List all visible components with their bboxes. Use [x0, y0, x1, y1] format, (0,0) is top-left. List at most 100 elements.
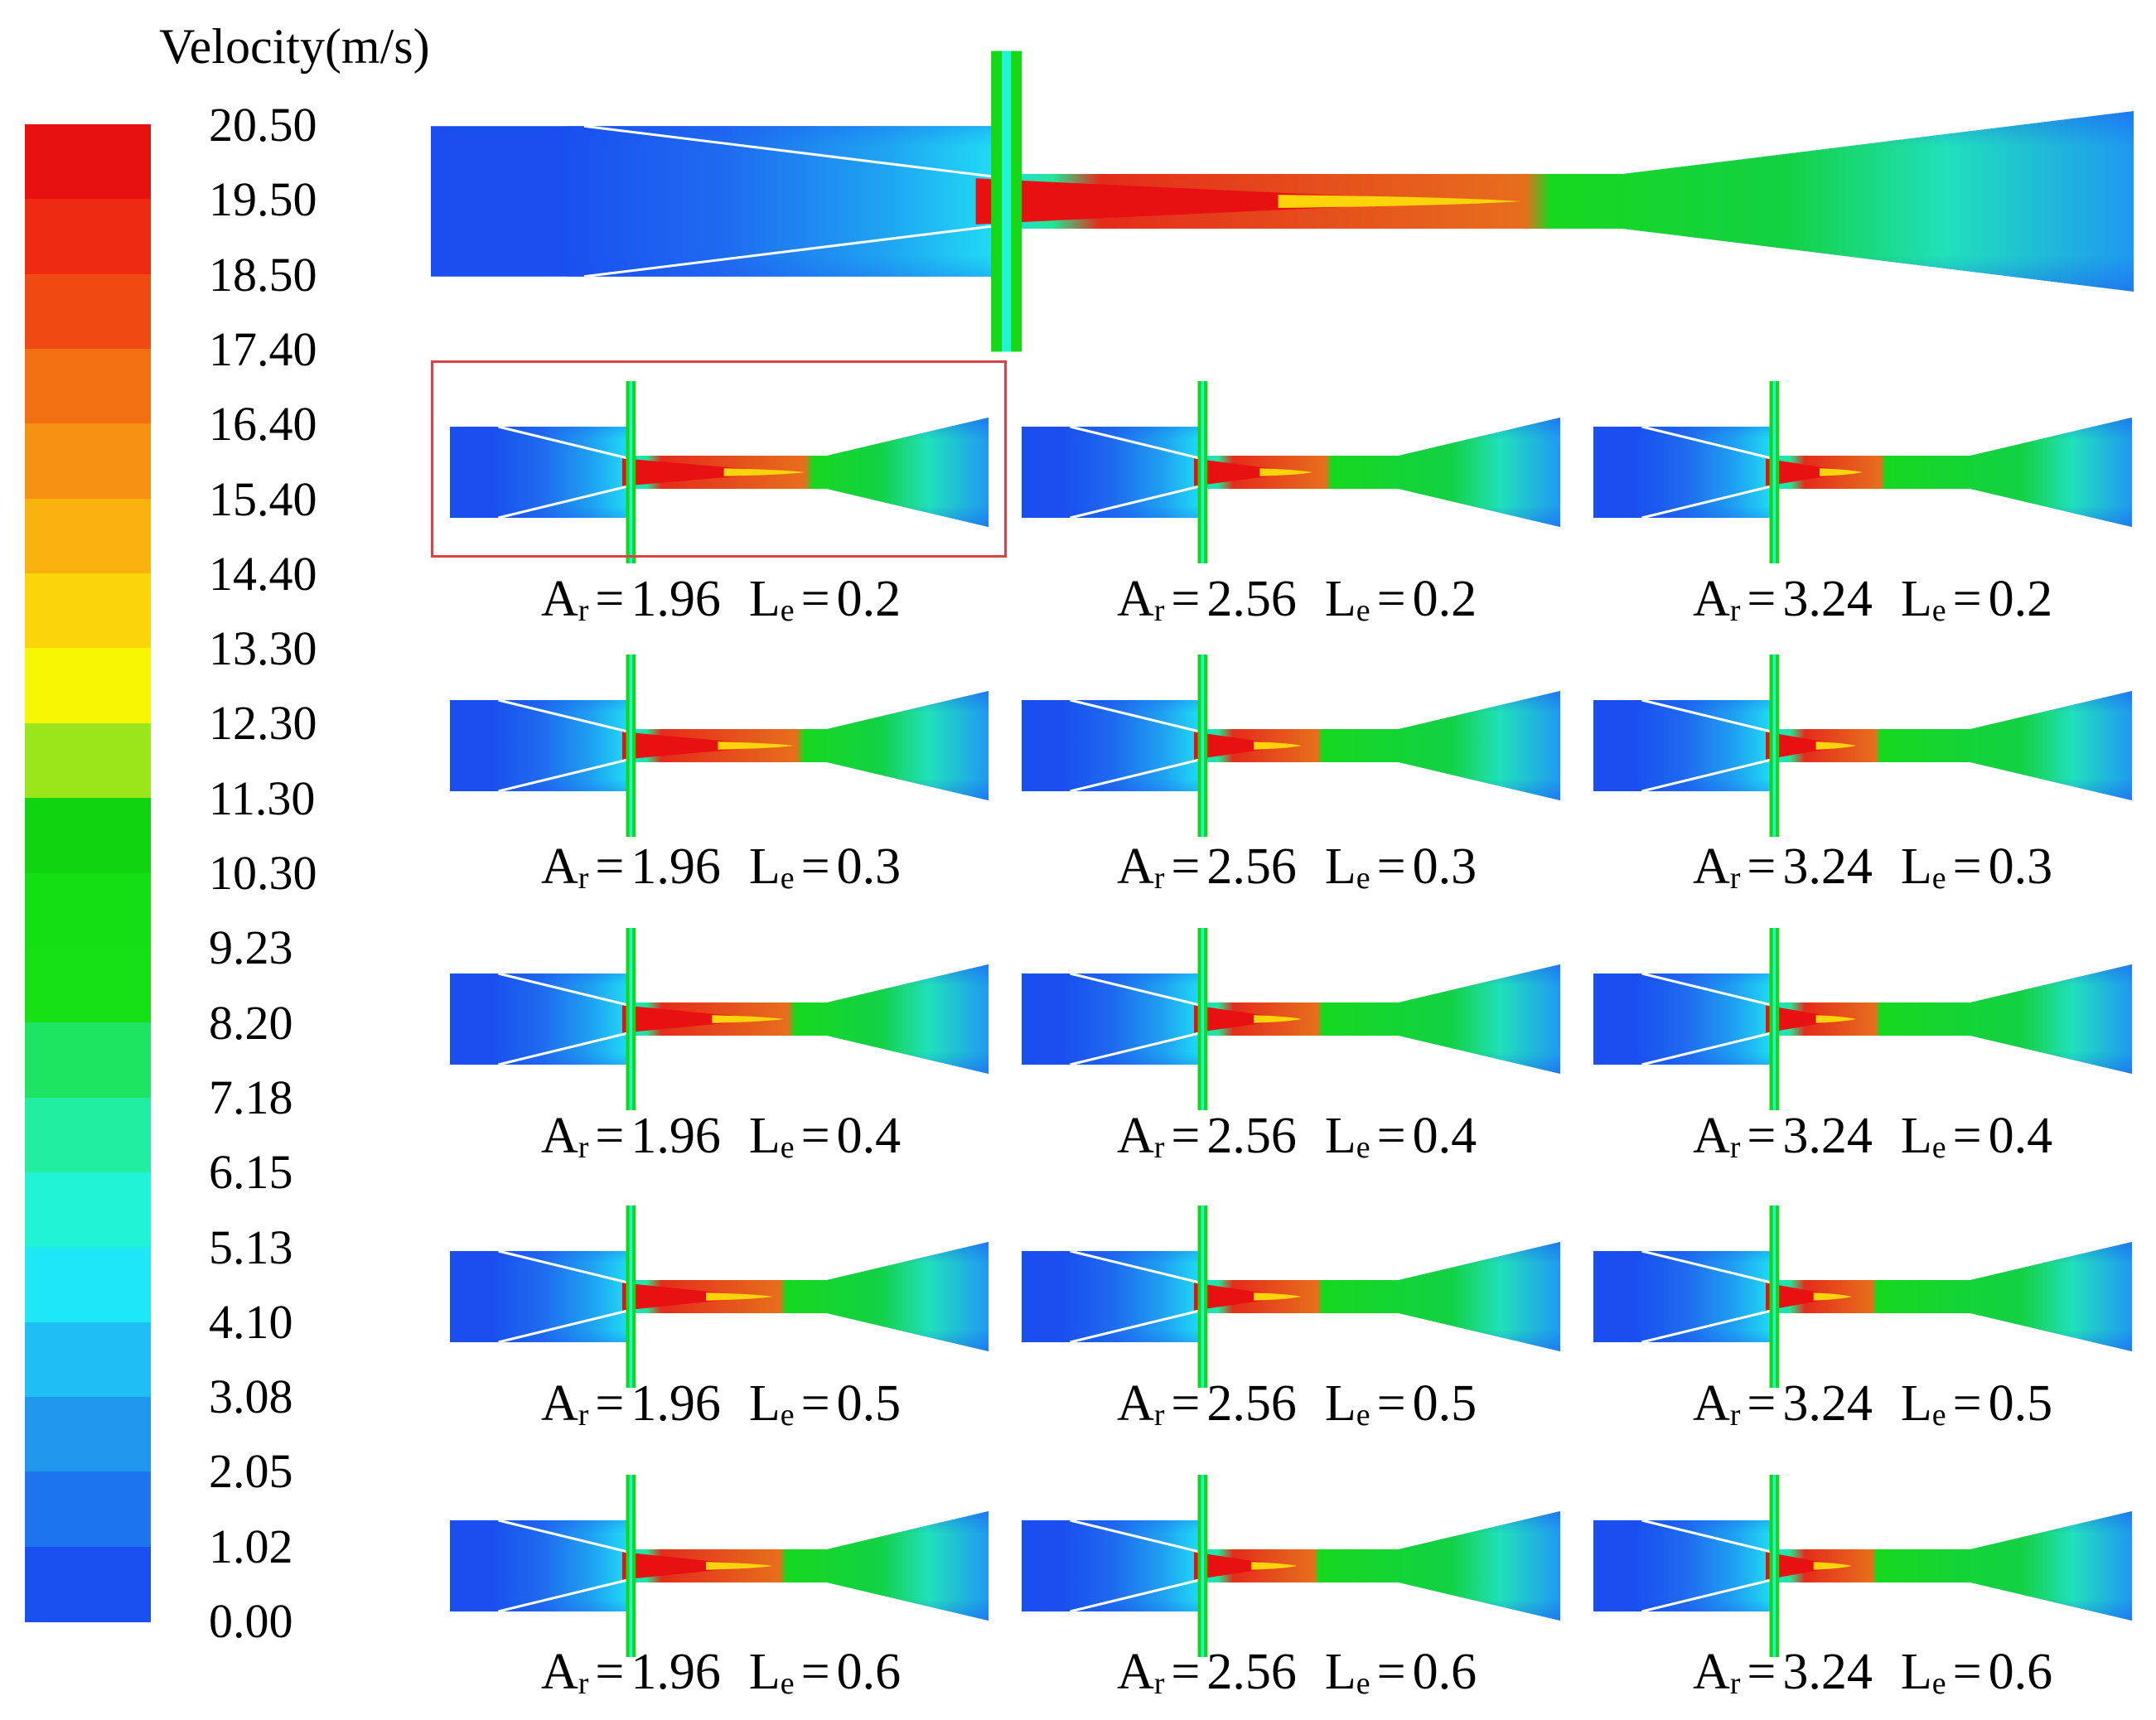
case-label-part: A: [540, 1375, 578, 1432]
case-label-part: =: [1952, 571, 1982, 627]
case-label-part: =: [1747, 838, 1777, 895]
case-label-part: r: [1729, 593, 1741, 628]
case-label-part: =: [1747, 1108, 1777, 1164]
case-label-part: e: [1931, 1666, 1946, 1701]
case-label-part: =: [595, 1108, 625, 1164]
case-contour: [450, 655, 989, 837]
colorbar-band: [25, 798, 151, 874]
case-label-part: =: [1376, 838, 1406, 895]
case-label-part: e: [1931, 1398, 1946, 1433]
case-label-part: =: [595, 571, 625, 627]
case-label-part: A: [1692, 571, 1730, 627]
colorbar-tick-label: 19.50: [209, 172, 317, 227]
case-label-part: A: [1692, 1644, 1730, 1700]
case-label-part: =: [1952, 1108, 1982, 1164]
colorbar-band: [25, 1546, 151, 1622]
colorbar-band: [25, 1396, 151, 1473]
case-label-part: 3.24: [1782, 1375, 1873, 1432]
colorbar-band: [25, 573, 151, 650]
case-label-part: =: [1747, 571, 1777, 627]
case-label-part: e: [780, 861, 795, 896]
colorbar-band: [25, 872, 151, 949]
case-label-part: 0.2: [1988, 571, 2053, 627]
case-label-part: =: [1952, 1644, 1982, 1700]
case-contour: [450, 928, 989, 1110]
case-label-part: r: [1153, 593, 1165, 628]
case-label-part: r: [1729, 1130, 1741, 1165]
case-label-part: A: [1116, 1644, 1154, 1700]
case-label-part: 3.24: [1782, 1108, 1873, 1164]
case-label-part: A: [1116, 1108, 1154, 1164]
case-label-part: e: [1356, 861, 1370, 896]
large-reference-contour: [431, 51, 2134, 352]
case-contour: [1022, 655, 1560, 837]
case-label-part: 1.96: [631, 571, 721, 627]
case-label-part: L: [748, 571, 781, 627]
case-label-part: e: [1931, 861, 1946, 896]
case-label-part: =: [1376, 1644, 1406, 1700]
case-label-part: e: [780, 1666, 795, 1701]
case-label-part: 0.6: [1412, 1644, 1477, 1700]
case-label-part: 1.96: [631, 1644, 721, 1700]
colorbar-tick-label: 8.20: [209, 995, 293, 1050]
colorbar-band: [25, 124, 151, 201]
case-label-part: 0.4: [1412, 1108, 1477, 1164]
case-label-part: L: [1324, 838, 1356, 895]
case-label-part: =: [1952, 1375, 1982, 1432]
colorbar-tick-label: 18.50: [209, 247, 317, 302]
case-label: Ar = 3.24 Le = 0.5: [1624, 1375, 2121, 1432]
case-label-part: L: [1324, 571, 1356, 627]
case-label-part: 1.96: [631, 1108, 721, 1164]
case-label-part: r: [578, 1398, 589, 1433]
case-label-part: 0.3: [1988, 838, 2053, 895]
case-label-part: L: [748, 1108, 781, 1164]
case-contour: [1022, 1475, 1560, 1657]
colorbar-tick-label: 16.40: [209, 397, 317, 452]
case-label-part: L: [748, 838, 781, 895]
case-label-part: =: [1171, 1375, 1201, 1432]
case-label-part: 3.24: [1782, 571, 1873, 627]
colorbar-band: [25, 1321, 151, 1398]
colorbar-band: [25, 1247, 151, 1323]
colorbar-tick-label: 2.05: [209, 1444, 293, 1499]
case-label-part: 0.6: [836, 1644, 902, 1700]
case-label-part: 0.4: [836, 1108, 902, 1164]
case-label-part: L: [1324, 1644, 1356, 1700]
case-label-part: A: [1116, 838, 1154, 895]
legend-title: Velocity(m/s): [159, 19, 430, 74]
case-label-part: 2.56: [1206, 1108, 1297, 1164]
case-label: Ar = 3.24 Le = 0.2: [1624, 571, 2121, 628]
case-label-part: r: [1153, 1398, 1165, 1433]
case-contour: [1022, 928, 1560, 1110]
case-label-part: =: [1171, 838, 1201, 895]
case-label-part: =: [800, 1375, 830, 1432]
case-label-part: 3.24: [1782, 1644, 1873, 1700]
case-contour: [1593, 381, 2132, 563]
case-label-part: r: [1153, 1130, 1165, 1165]
case-contour: [450, 1205, 989, 1388]
case-label-part: 2.56: [1206, 1375, 1297, 1432]
case-label-part: r: [578, 1130, 589, 1165]
case-label: Ar = 1.96 Le = 0.2: [472, 571, 969, 627]
case-label: Ar = 2.56 Le = 0.2: [1048, 571, 1545, 628]
case-label-part: A: [540, 838, 578, 895]
case-label: Ar = 1.96 Le = 0.3: [472, 838, 969, 895]
case-contour: [450, 1475, 989, 1657]
case-label-part: e: [1356, 1398, 1370, 1433]
case-label-part: L: [1900, 1108, 1932, 1164]
case-label: Ar = 1.96 Le = 0.4: [472, 1108, 969, 1165]
case-label-part: =: [1952, 838, 1982, 895]
case-label-part: L: [748, 1375, 781, 1432]
case-label-part: r: [578, 861, 589, 896]
case-label: Ar = 1.96 Le = 0.5: [472, 1375, 969, 1432]
case-label-part: A: [540, 571, 578, 627]
case-label-part: =: [595, 1375, 625, 1432]
case-label-part: 0.2: [1412, 571, 1477, 627]
case-label-part: 2.56: [1206, 1644, 1297, 1700]
case-label-part: 3.24: [1782, 838, 1873, 895]
colorbar-tick-label: 14.40: [209, 546, 317, 601]
case-label-part: =: [800, 838, 830, 895]
case-label: Ar = 3.24 Le = 0.6: [1624, 1644, 2121, 1701]
case-label: Ar = 1.96 Le = 0.6: [472, 1644, 969, 1701]
